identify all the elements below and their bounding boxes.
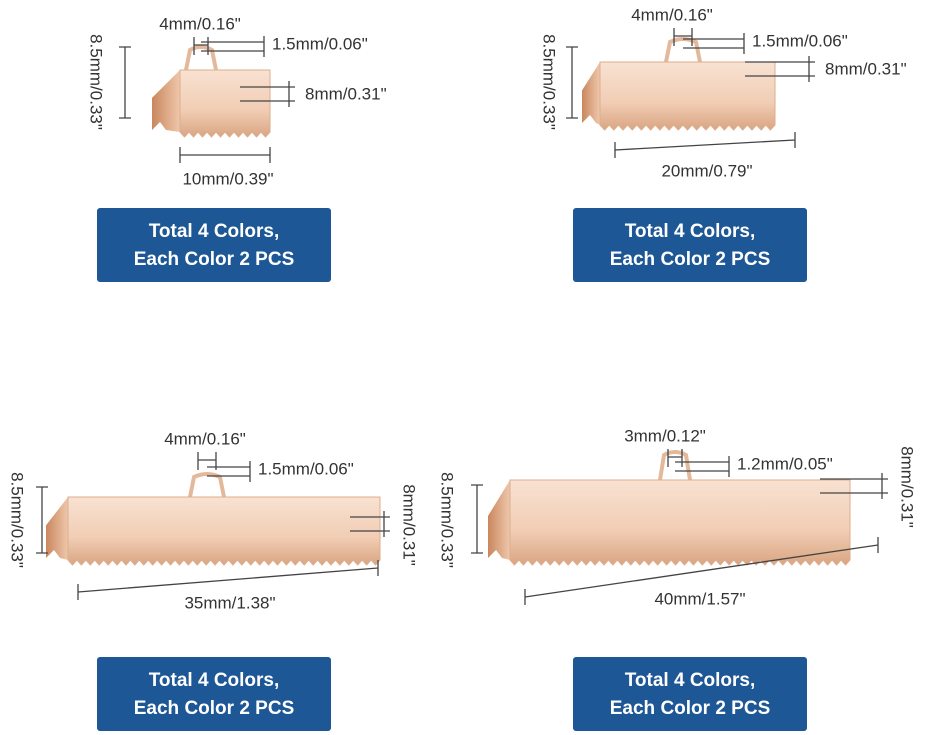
wire-thickness-label: 1.5mm/0.06" bbox=[752, 31, 848, 50]
fold bbox=[582, 62, 600, 125]
crimp-body bbox=[599, 61, 776, 131]
badge-line: Each Color 2 PCS bbox=[610, 249, 771, 270]
length-dimension bbox=[77, 560, 379, 600]
wire-thickness-dimension bbox=[675, 456, 730, 477]
depth-dimension bbox=[745, 56, 815, 82]
depth-dimension bbox=[240, 81, 295, 107]
badge bbox=[97, 208, 331, 282]
wire-thickness-label: 1.2mm/0.05" bbox=[737, 454, 833, 473]
depth-label: 8mm/0.31" bbox=[400, 484, 419, 566]
product-panel: 8.5mm/0.33" 3mm/0.12" 1.2mm/0.05" 8mm/0.31"… bbox=[438, 426, 917, 731]
height-label: 8.5mm/0.33" bbox=[87, 34, 106, 130]
crimp-body bbox=[509, 479, 851, 566]
height-dimension bbox=[119, 46, 131, 119]
badge-line: Total 4 Colors, bbox=[149, 221, 280, 242]
depth-label: 8mm/0.31" bbox=[305, 84, 387, 103]
height-dimension bbox=[471, 484, 483, 554]
wire-thickness-dimension bbox=[207, 461, 251, 482]
height-dimension bbox=[566, 46, 578, 119]
depth-dimension bbox=[820, 473, 888, 499]
product-panel: 8.5mm/0.33" 4mm/0.16" 1.5mm/0.06" 8mm/0.31"… bbox=[8, 429, 419, 731]
height-label: 8.5mm/0.33" bbox=[540, 34, 559, 130]
fold bbox=[152, 70, 180, 132]
length-dimension bbox=[179, 147, 271, 163]
height-label: 8.5mm/0.33" bbox=[438, 472, 457, 568]
badge-line: Total 4 Colors, bbox=[625, 670, 756, 691]
length-dimension bbox=[524, 537, 879, 605]
product-panel: 8.5mm/0.33" 4mm/0.16" 1.5mm/0.06" 8mm/0.31"… bbox=[540, 5, 907, 282]
wire-thickness-label: 1.5mm/0.06" bbox=[258, 459, 354, 478]
badge-line: Each Color 2 PCS bbox=[134, 249, 295, 270]
length-label: 20mm/0.79" bbox=[661, 161, 752, 180]
depth-label: 8mm/0.31" bbox=[825, 59, 907, 78]
badge bbox=[97, 657, 331, 731]
wire-loop bbox=[184, 45, 218, 71]
wire-width-label: 4mm/0.16" bbox=[164, 429, 246, 448]
length-dimension bbox=[614, 132, 796, 158]
badge bbox=[573, 208, 807, 282]
badge bbox=[573, 657, 807, 731]
fold bbox=[488, 480, 510, 560]
wire-loop bbox=[664, 37, 702, 63]
crimp-body bbox=[67, 496, 381, 566]
depth-dimension bbox=[350, 511, 390, 537]
height-dimension bbox=[36, 486, 48, 554]
length-label: 40mm/1.57" bbox=[654, 589, 745, 608]
badge-line: Each Color 2 PCS bbox=[134, 698, 295, 719]
wire-thickness-label: 1.5mm/0.06" bbox=[272, 34, 368, 53]
crimp-body bbox=[179, 69, 271, 138]
fold bbox=[46, 497, 68, 560]
badge-line: Total 4 Colors, bbox=[625, 221, 756, 242]
height-label: 8.5mm/0.33" bbox=[8, 472, 27, 568]
wire-width-dimension bbox=[673, 28, 693, 46]
wire-width-dimension bbox=[193, 37, 209, 55]
length-label: 10mm/0.39" bbox=[182, 169, 273, 188]
wire-width-label: 4mm/0.16" bbox=[631, 5, 713, 24]
depth-label: 8mm/0.31" bbox=[898, 446, 917, 528]
wire-loop bbox=[188, 472, 226, 498]
wire-width-label: 4mm/0.16" bbox=[159, 14, 241, 33]
wire-thickness-dimension bbox=[201, 36, 265, 57]
badge-line: Total 4 Colors, bbox=[149, 670, 280, 691]
wire-width-dimension bbox=[667, 449, 683, 467]
wire-width-label: 3mm/0.12" bbox=[624, 426, 706, 445]
product-panel: 8.5mm/0.33" 4mm/0.16" 1.5mm/0.06" 8mm/0.31"… bbox=[87, 14, 387, 282]
length-label: 35mm/1.38" bbox=[184, 593, 275, 612]
wire-loop bbox=[658, 450, 692, 481]
badge-line: Each Color 2 PCS bbox=[610, 698, 771, 719]
wire-thickness-dimension bbox=[683, 33, 745, 54]
